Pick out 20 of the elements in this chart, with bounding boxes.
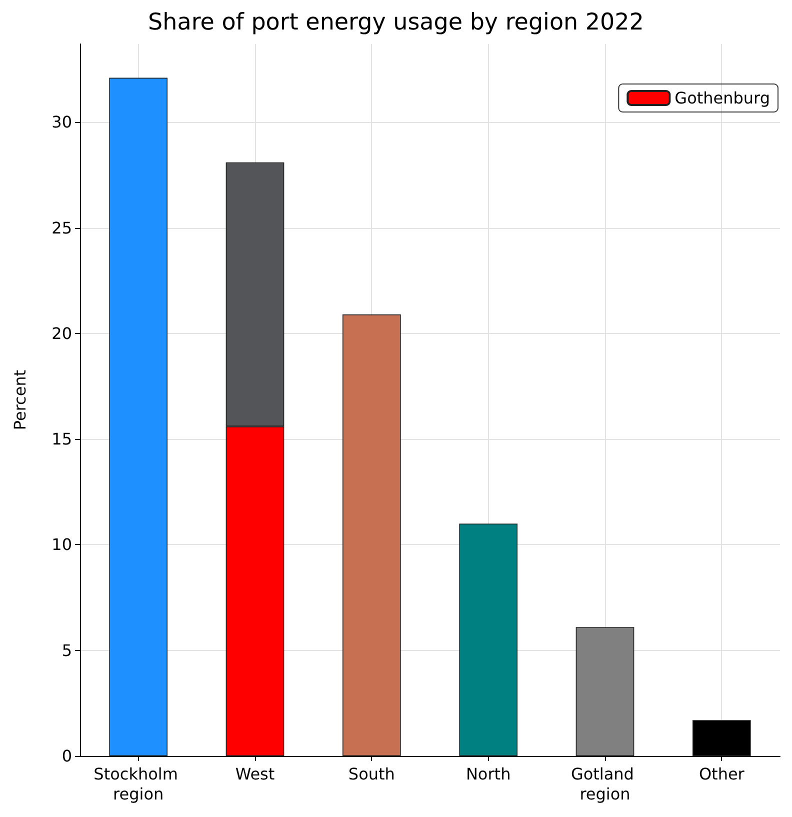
x-tick-label: Gotland region	[570, 764, 640, 804]
x-tick-label: Stockholm region	[94, 764, 183, 804]
bar	[342, 314, 401, 756]
bar	[459, 524, 518, 756]
x-tick-label: West	[235, 764, 275, 784]
y-tick-label: 5	[62, 640, 72, 660]
x-tick-label: South	[348, 764, 395, 784]
y-tick-label: 0	[62, 746, 72, 766]
bar	[576, 627, 634, 756]
legend-label: Gothenburg	[674, 88, 770, 108]
y-tick-label: 15	[52, 430, 72, 449]
y-tick-label: 10	[52, 535, 72, 554]
y-tick-label: 20	[52, 324, 72, 343]
x-tick-label: Other	[698, 764, 745, 784]
y-axis-title: Percent	[10, 370, 30, 430]
y-tick-label: 30	[52, 112, 72, 132]
chart-title: Share of port energy usage by region 2022	[148, 10, 644, 36]
y-tick-label: 25	[52, 218, 72, 238]
bar	[109, 78, 168, 756]
x-tick-label: North	[466, 764, 511, 784]
